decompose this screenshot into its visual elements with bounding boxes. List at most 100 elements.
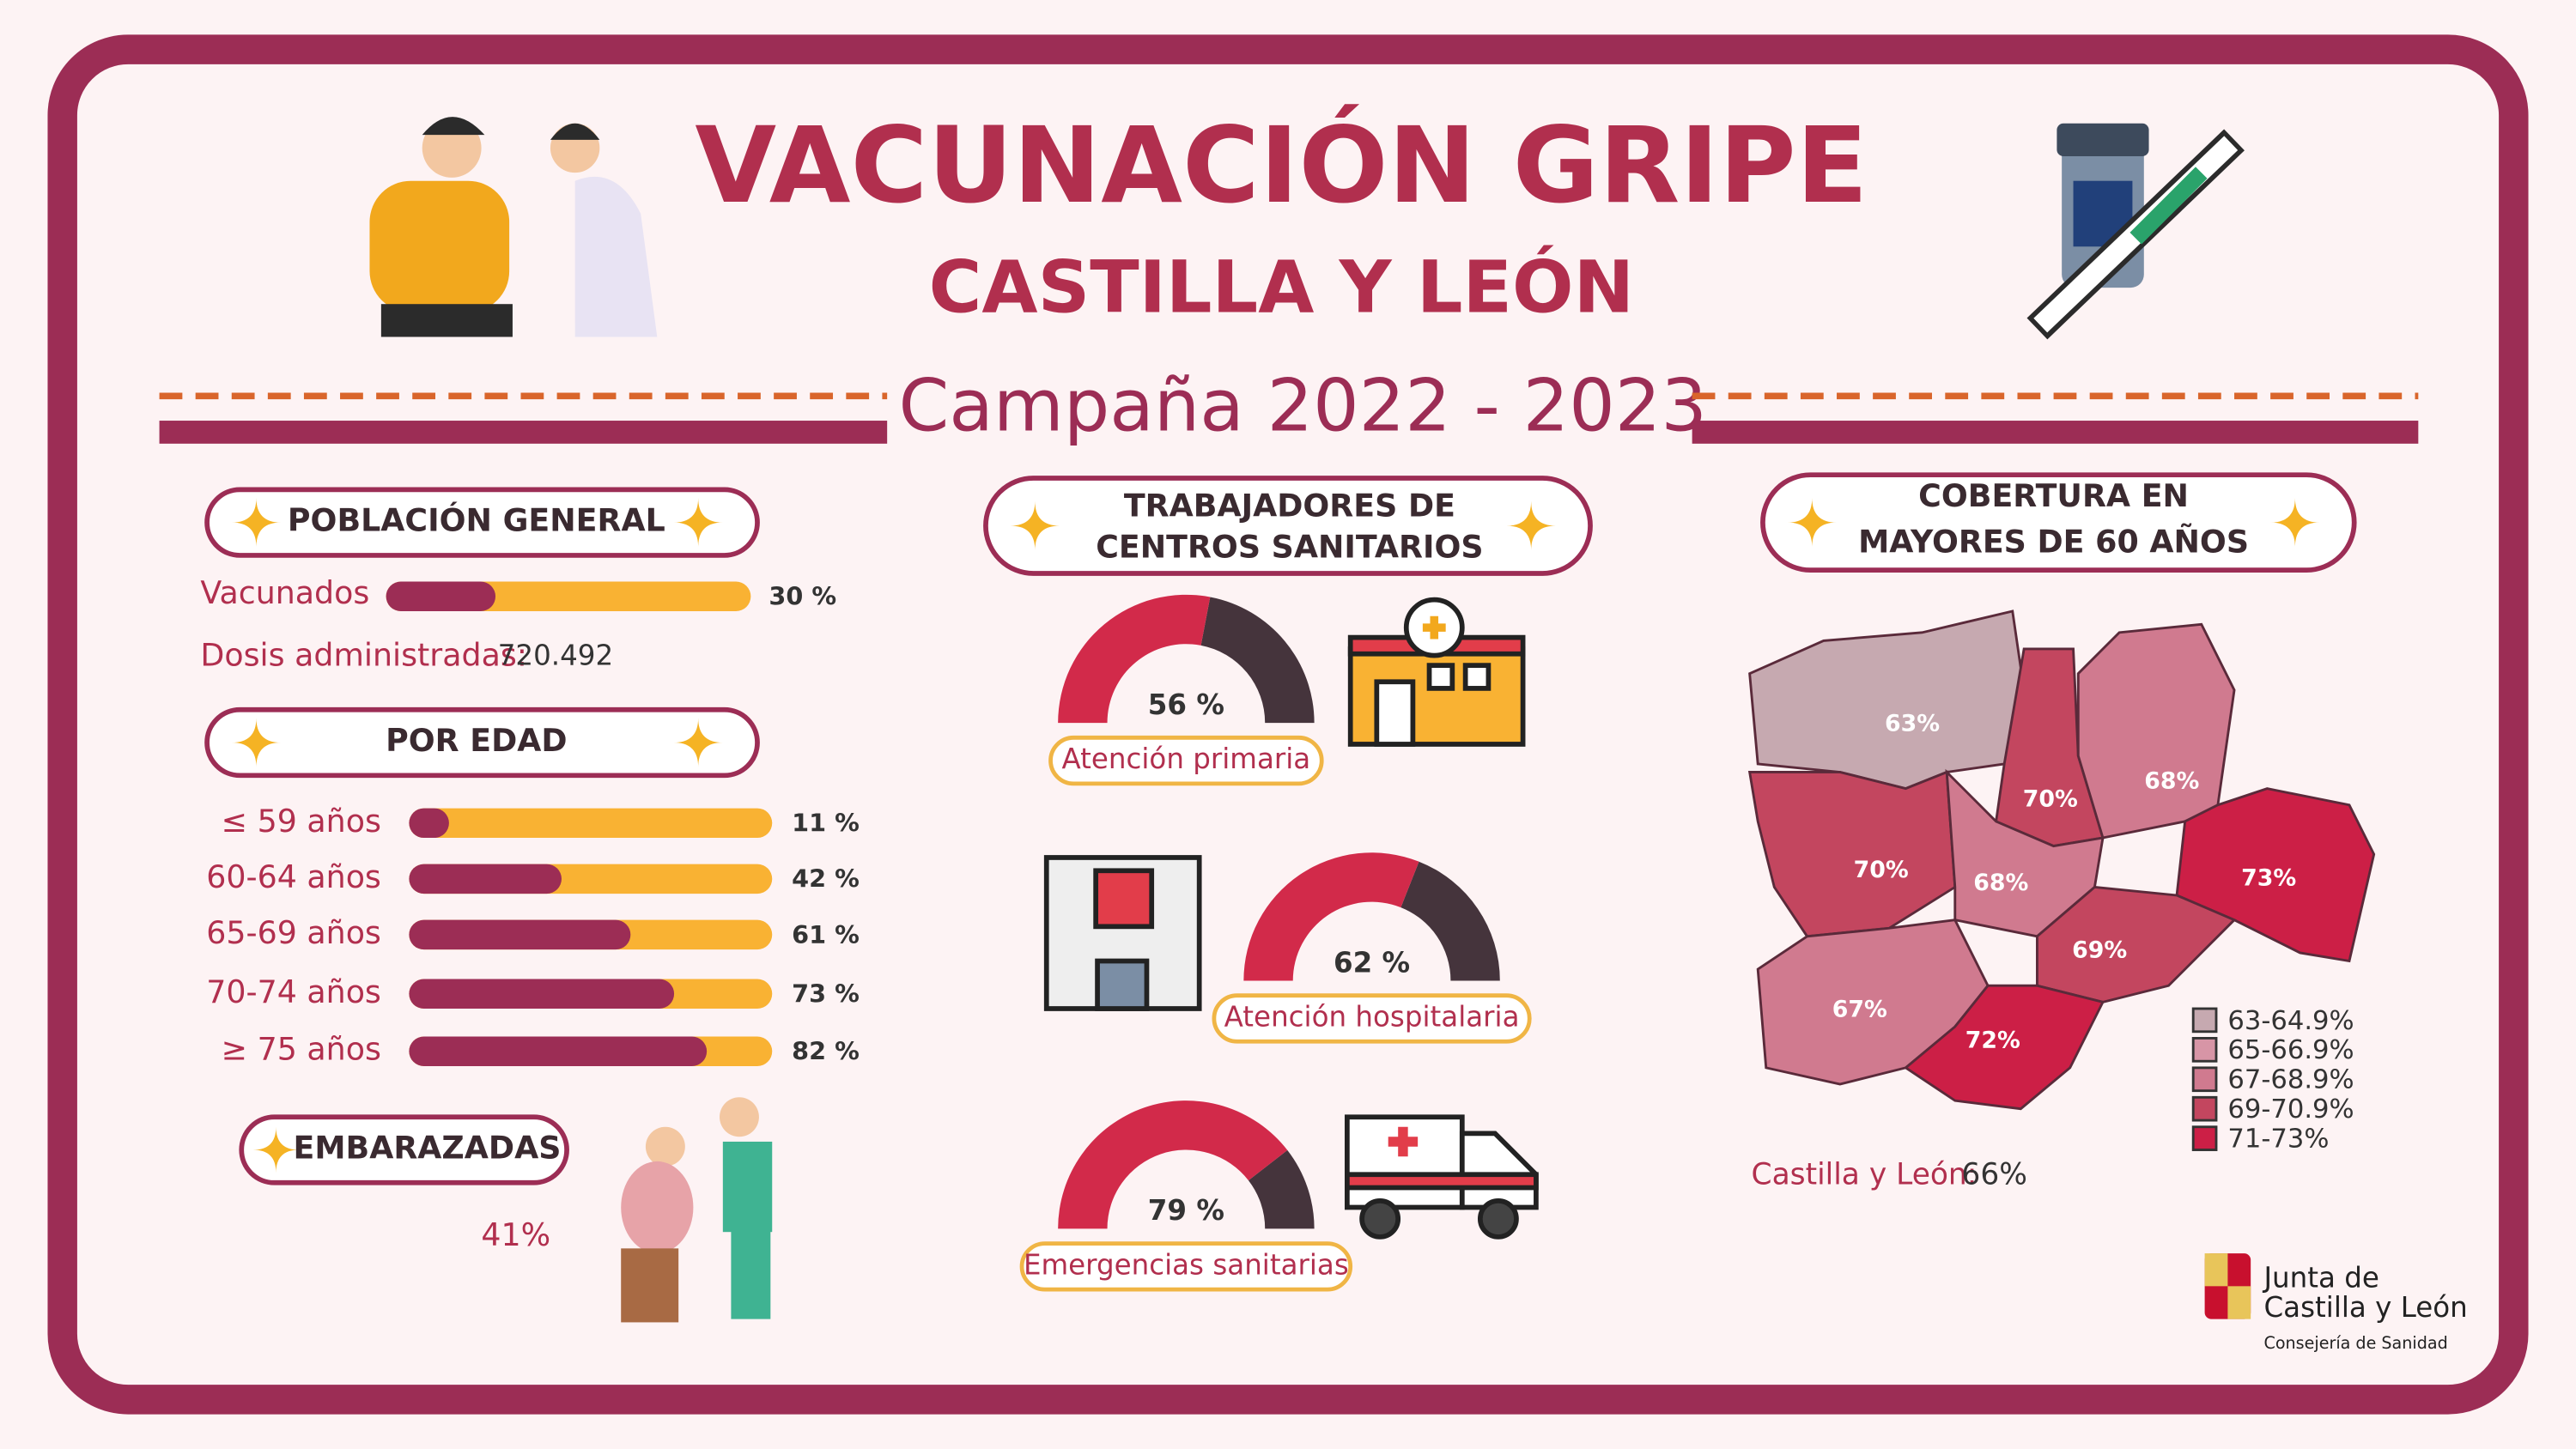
bar <box>386 581 496 611</box>
sparkle <box>231 497 282 548</box>
bar-track <box>409 808 773 839</box>
gauge-label: Emergencias sanitarias <box>1024 1248 1349 1281</box>
province-label: 63% <box>1885 710 1940 737</box>
legend-label: 67-68.9% <box>2227 1065 2354 1095</box>
value-label: 42 % <box>792 864 860 894</box>
section-heading: POBLACIÓN GENERAL <box>288 502 665 539</box>
sparkle <box>1010 500 1060 551</box>
legend-label: 63-64.9% <box>2227 1006 2354 1036</box>
legend-label: 71-73% <box>2227 1125 2329 1155</box>
legend-swatch <box>2191 1007 2218 1034</box>
province-label: 68% <box>1973 870 2028 896</box>
gauge-value: 62 % <box>1334 946 1410 979</box>
province-label: 70% <box>2023 786 2078 813</box>
org-name: Castilla y León <box>2263 1291 2467 1324</box>
bar <box>409 979 675 1009</box>
gauge-fill <box>1058 1100 1288 1229</box>
sparkle <box>1506 500 1556 551</box>
subtitle: CASTILLA Y LEÓN <box>929 246 1634 330</box>
sparkle <box>673 497 723 548</box>
divider-bar <box>1692 421 2419 444</box>
sparkle <box>2270 497 2320 548</box>
heading-pill <box>983 476 1593 576</box>
gauge-fill <box>1058 594 1211 724</box>
section-heading: CENTROS SANITARIOS <box>1096 528 1483 565</box>
age-label: 60-64 años <box>206 858 381 895</box>
province-label: 69% <box>2072 937 2127 964</box>
pregnant-illustration <box>621 1097 773 1323</box>
province <box>1903 984 2105 1111</box>
sparkle <box>231 718 282 767</box>
row-label: Dosis administradas: <box>200 637 527 674</box>
province <box>2036 885 2237 1003</box>
age-label: 65-69 años <box>206 914 381 951</box>
age-label: 70-74 años <box>206 973 381 1010</box>
province <box>2076 622 2236 840</box>
section-heading: EMBARAZADAS <box>294 1130 562 1167</box>
hospital-icon <box>1043 855 1202 1011</box>
province-label: 68% <box>2144 767 2199 794</box>
bar <box>409 808 449 839</box>
heading-pill <box>239 1114 569 1185</box>
legend-swatch <box>2191 1036 2218 1063</box>
clinic-icon <box>1347 597 1526 747</box>
row-label: Vacunados <box>200 574 369 611</box>
gauge-rest <box>1200 597 1315 724</box>
vaccination-illustration <box>369 117 658 337</box>
section-heading: COBERTURA EN <box>1918 477 2189 514</box>
value-label: 73 % <box>792 979 860 1009</box>
heading-pill <box>204 487 760 558</box>
label-pill <box>1019 1241 1353 1292</box>
province-label: 72% <box>1965 1028 2020 1054</box>
gauge-fill <box>1243 852 1419 981</box>
heading-pill <box>204 706 760 779</box>
title: VACUNACIÓN GRIPE <box>695 104 1868 227</box>
org-name: Junta de <box>2262 1262 2379 1294</box>
sparkle <box>1787 497 1838 548</box>
section-heading: TRABAJADORES DE <box>1124 487 1455 524</box>
value-label: 61 % <box>792 920 860 949</box>
legend-label: 69-70.9% <box>2227 1094 2354 1125</box>
section-heading: MAYORES DE 60 AÑOS <box>1858 524 2249 561</box>
province-label: 73% <box>2241 864 2296 891</box>
sparkle <box>673 718 723 767</box>
legend-label: 65-66.9% <box>2227 1035 2354 1065</box>
doses-value: 720.492 <box>498 640 613 672</box>
bar <box>409 919 631 950</box>
age-label: ≤ 59 años <box>222 803 381 840</box>
legend-swatch <box>2191 1095 2218 1122</box>
heading-pill <box>1760 472 2357 573</box>
bar <box>409 864 562 894</box>
province <box>1747 770 1957 938</box>
total-value: 66% <box>1961 1158 2027 1192</box>
value-label: 11 % <box>792 809 860 838</box>
value-label: 30 % <box>769 582 836 611</box>
total-label: Castilla y León: <box>1752 1158 1978 1192</box>
bar <box>409 1036 708 1066</box>
sparkle <box>252 1126 300 1173</box>
syringe-illustration <box>2026 123 2245 340</box>
campaign: Campaña 2022 - 2023 <box>899 364 1707 448</box>
value-label: 82 % <box>792 1037 860 1066</box>
pregnant-value: 41% <box>481 1216 550 1253</box>
legend-swatch <box>2191 1066 2218 1093</box>
gauge-rest <box>1248 1149 1315 1229</box>
divider-bar <box>159 421 888 444</box>
gauge-value: 79 % <box>1148 1194 1224 1227</box>
gauge-label: Atención primaria <box>1061 743 1310 775</box>
gauge-value: 56 % <box>1148 688 1224 721</box>
section-heading: POR EDAD <box>386 722 567 759</box>
gauge-rest <box>1400 861 1500 981</box>
coat-of-arms <box>2204 1253 2251 1319</box>
label-pill <box>1048 735 1324 786</box>
province-label: 70% <box>1854 857 1909 883</box>
age-label: ≥ 75 años <box>222 1031 381 1068</box>
legend-swatch <box>2191 1125 2218 1151</box>
ambulance-icon <box>1345 1114 1539 1240</box>
label-pill <box>1212 993 1532 1044</box>
province-label: 67% <box>1832 996 1887 1022</box>
org-dept: Consejería de Sanidad <box>2263 1333 2447 1353</box>
gauge-label: Atención hospitalaria <box>1224 1000 1520 1033</box>
